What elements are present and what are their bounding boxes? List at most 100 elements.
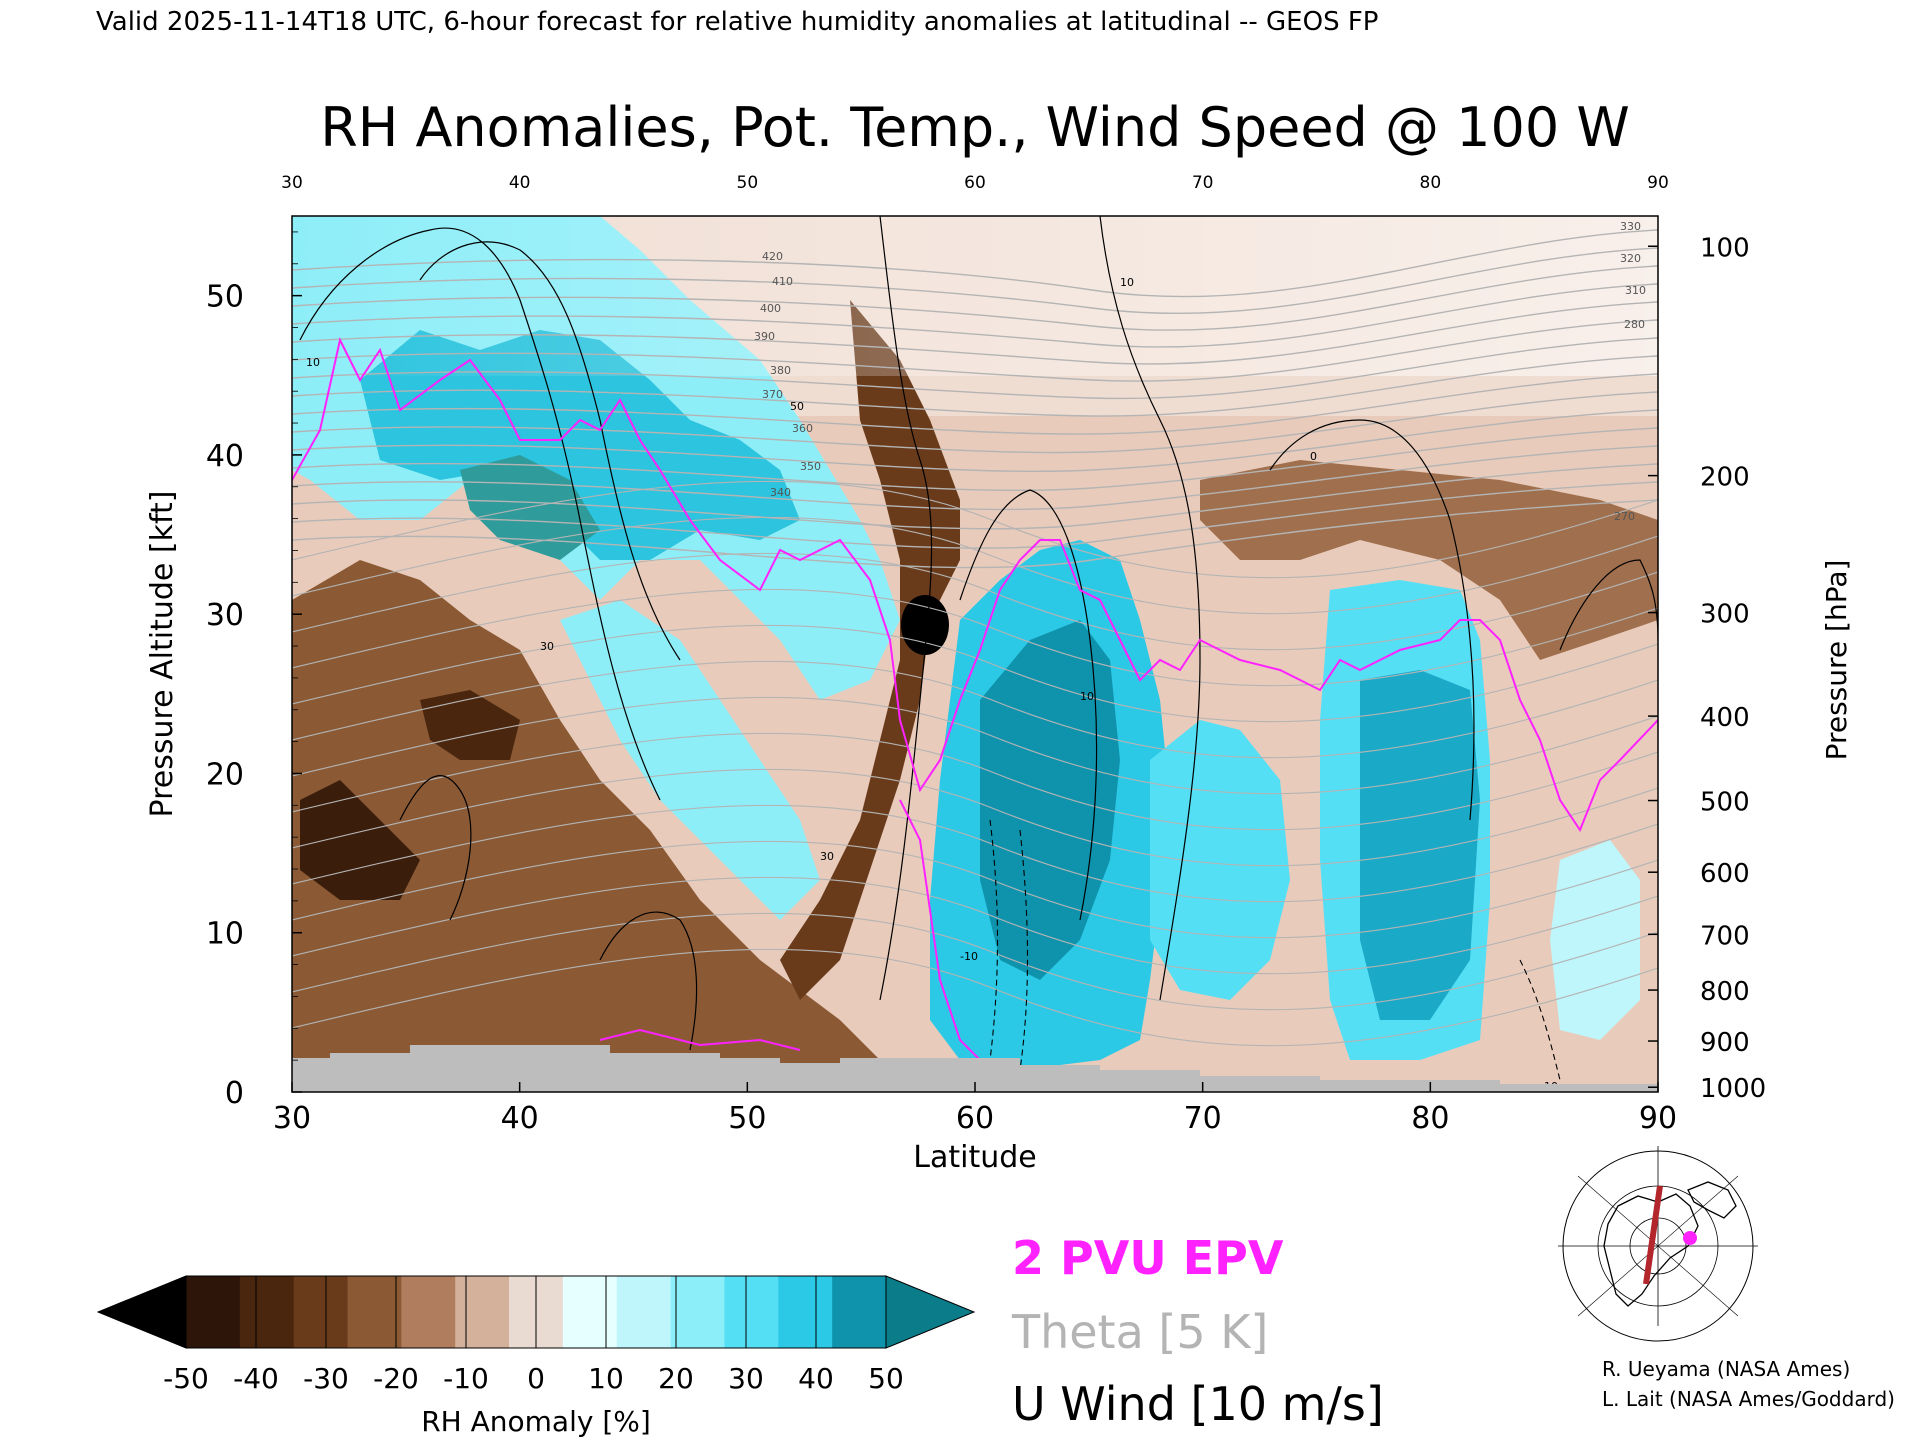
y-tick-label: 40 — [206, 439, 244, 474]
colorbar-tick-label: 0 — [527, 1362, 545, 1395]
theta-contour-line — [292, 696, 1658, 795]
x-tick-label-top: 40 — [509, 173, 531, 193]
x-tick-label: 30 — [273, 1101, 311, 1136]
y-tick-label: 30 — [206, 598, 244, 633]
theta-contour-label: 270 — [1614, 510, 1635, 523]
theta-contour-line — [292, 355, 1658, 417]
y-tick-label: 0 — [225, 1076, 244, 1111]
colorbar-bin — [616, 1276, 672, 1348]
wind-contour-line — [299, 227, 661, 801]
colorbar-bin — [401, 1276, 456, 1348]
wind-contour-label: -10 — [960, 950, 978, 963]
theta-contour-line — [292, 337, 1658, 400]
colorbar-tick-label: 10 — [588, 1362, 624, 1395]
credit-line-1: R. Ueyama (NASA Ames) — [1602, 1357, 1850, 1381]
colorbar-tick-label: -30 — [303, 1362, 349, 1395]
rh-dry-tropopause-fold — [780, 300, 960, 1000]
plot-area: 420 410 400 390 380 370 360 350 340 330 320 310 280 2… — [292, 216, 1658, 1092]
pressure-tick-label: 900 — [1700, 1028, 1750, 1058]
credit-line-2: L. Lait (NASA Ames/Goddard) — [1602, 1387, 1895, 1411]
colorbar-tick-label: 20 — [658, 1362, 694, 1395]
x-tick-label: 60 — [956, 1101, 994, 1136]
colorbar-high-arrow — [885, 1275, 976, 1349]
x-tick-label-top: 50 — [737, 173, 759, 193]
rh-moist-column-70n — [1150, 720, 1290, 1000]
x-tick-label: 80 — [1411, 1101, 1449, 1136]
theta-contour-line — [292, 445, 1658, 511]
theta-contour-line — [292, 948, 1658, 1047]
theta-contour-label: 380 — [770, 364, 791, 377]
x-tick-label: 40 — [501, 1101, 539, 1136]
theta-contour-line — [292, 840, 1658, 939]
colorbar-tick-label: 30 — [728, 1362, 764, 1395]
colorbar: -50 -40 -30 -20 -10 0 10 20 30 40 50 — [96, 1275, 976, 1395]
theta-contour-label: 410 — [772, 275, 793, 288]
theta-contour-line — [292, 319, 1658, 382]
colorbar-bin — [293, 1276, 349, 1348]
colorbar-tick-label: -20 — [373, 1362, 419, 1395]
theta-contour-line — [292, 301, 1658, 365]
colorbar-bin — [186, 1276, 241, 1348]
theta-contour-line — [292, 229, 1658, 298]
x-tick-label-top: 30 — [281, 173, 303, 193]
theta-contour-line — [292, 427, 1658, 492]
theta-contour-label: 400 — [760, 302, 781, 315]
x-tick-label: 90 — [1639, 1101, 1677, 1136]
rh-dry-core-2 — [420, 690, 520, 760]
locator-map — [1558, 1146, 1758, 1342]
x-tick-label-top: 70 — [1192, 173, 1214, 193]
x-axis-label: Latitude — [913, 1140, 1036, 1175]
colorbar-bin — [347, 1276, 402, 1348]
colorbar-tick-label: -10 — [443, 1362, 489, 1395]
y-axis-label-left: Pressure Altitude [kft] — [145, 491, 180, 818]
theta-contour-line — [292, 912, 1658, 1011]
theta-contour-label: 320 — [1620, 252, 1641, 265]
theta-contour-line — [292, 409, 1658, 473]
epv-contour-line — [899, 799, 981, 1061]
pressure-tick-label: 400 — [1700, 703, 1750, 733]
theta-contour-line — [292, 480, 1658, 579]
wind-contour-negative — [1019, 829, 1029, 1071]
pressure-tick-label: 700 — [1700, 921, 1750, 951]
theta-contour-label: 370 — [762, 388, 783, 401]
valid-time-line: Valid 2025-11-14T18 UTC, 6-hour forecast… — [96, 7, 1378, 37]
theta-contour-line — [292, 768, 1658, 867]
colorbar-bin — [562, 1276, 618, 1348]
wind-contour-label: 0 — [1310, 450, 1317, 463]
theta-contour-label: 330 — [1620, 220, 1641, 233]
rh-moist-polar — [1550, 840, 1640, 1040]
rh-dry-core — [300, 780, 420, 900]
x-tick-label-top: 90 — [1647, 173, 1669, 193]
wind-contour-label: 30 — [540, 640, 554, 653]
theta-contour-label: 390 — [754, 330, 775, 343]
colorbar-bin — [724, 1276, 779, 1348]
wind-contour-line — [1269, 419, 1475, 821]
rh-dry-lower-left — [292, 560, 880, 1092]
x-axis-bottom: 30 40 50 60 70 80 90 — [273, 1082, 1677, 1136]
legend-wind: U Wind [10 m/s] — [1012, 1377, 1384, 1431]
cross-section-line-icon — [1643, 1185, 1663, 1285]
theta-contour-line — [292, 391, 1658, 454]
colorbar-tick-label: -50 — [163, 1362, 209, 1395]
theta-contour-line — [292, 732, 1658, 831]
theta-contours: 420 410 400 390 380 370 360 350 340 330 320 310 280 2… — [292, 220, 1658, 1047]
topography — [292, 1045, 1658, 1092]
wind-contour-label: 50 — [790, 400, 804, 413]
theta-contour-label: 360 — [792, 422, 813, 435]
theta-contour-line — [292, 876, 1658, 975]
wind-contour-line — [399, 775, 472, 921]
wind-contour-negative — [1519, 959, 1561, 1081]
pressure-tick-label: 500 — [1700, 788, 1750, 818]
theta-contour-line — [292, 247, 1658, 315]
wind-contour-line — [959, 489, 1098, 921]
theta-contour-line — [292, 804, 1658, 903]
pressure-tick-label: 300 — [1700, 600, 1750, 630]
wind-contour-line — [1099, 216, 1201, 1001]
x-tick-label: 70 — [1184, 1101, 1222, 1136]
wind-contour-line — [599, 911, 698, 1051]
theta-contour-line — [292, 624, 1658, 723]
wind-contour-negative — [989, 819, 999, 1061]
y-tick-label: 10 — [206, 917, 244, 952]
colorbar-bin — [778, 1276, 833, 1348]
